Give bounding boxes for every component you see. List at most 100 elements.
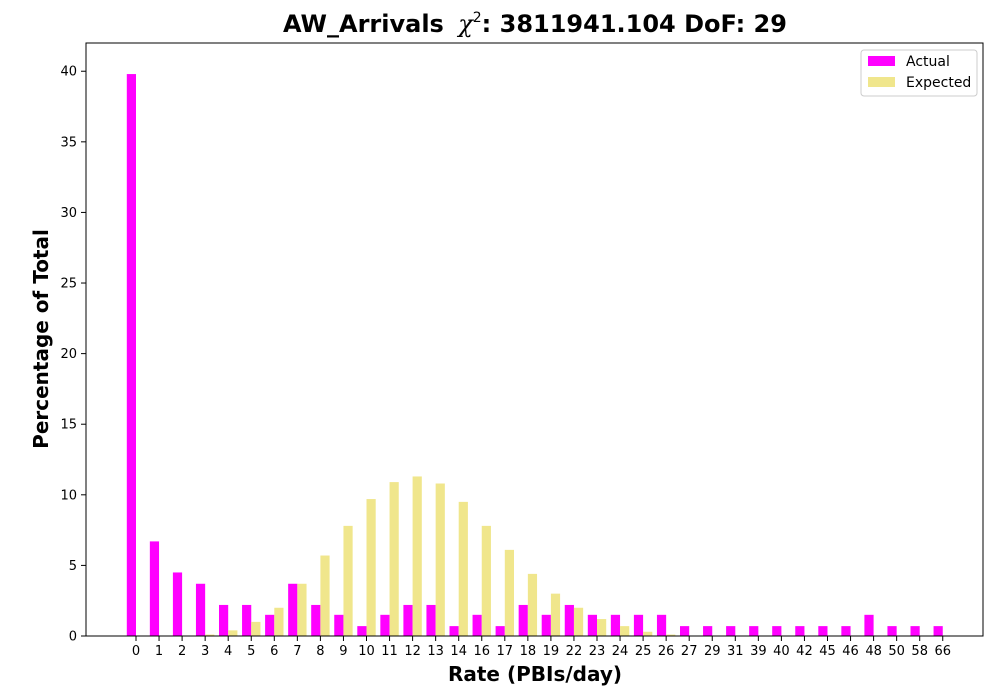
x-tick-label: 5	[247, 644, 255, 659]
bar-actual-39	[749, 626, 759, 636]
bar-expected-7	[297, 583, 307, 636]
bar-actual-14	[449, 626, 459, 636]
bar-expected-12	[412, 476, 422, 636]
bar-expected-4	[228, 630, 238, 636]
bars-group	[126, 74, 943, 636]
bar-actual-6	[265, 614, 275, 636]
bar-expected-16	[481, 525, 491, 636]
x-axis: 0 1 2 3 4 5 6 7 8 9 10 11 12 13 14 16 17 18 19 22 23 24 25 26 27…	[132, 636, 951, 659]
bar-expected-22	[573, 607, 584, 636]
y-tick-label: 30	[60, 206, 77, 221]
bar-expected-17	[504, 549, 514, 636]
x-tick-label: 23	[589, 644, 606, 659]
bar-expected-6	[274, 607, 284, 636]
x-tick-label: 25	[635, 644, 652, 659]
bar-actual-26	[656, 614, 667, 636]
bar-actual-17	[495, 626, 505, 636]
bar-actual-42	[795, 626, 805, 636]
bar-actual-22	[564, 604, 574, 636]
x-tick-label: 13	[427, 644, 444, 659]
x-tick-label: 46	[842, 644, 859, 659]
x-tick-label: 48	[865, 644, 882, 659]
x-tick-label: 0	[132, 644, 140, 659]
bar-actual-13	[426, 604, 436, 636]
bar-actual-24	[610, 614, 621, 636]
x-tick-label: 19	[543, 644, 560, 659]
bar-actual-58	[910, 626, 920, 636]
x-tick-label: 27	[681, 644, 698, 659]
x-tick-label: 11	[381, 644, 398, 659]
bar-expected-9	[343, 525, 353, 636]
y-tick-label: 10	[60, 488, 77, 503]
x-tick-label: 9	[339, 644, 347, 659]
bar-actual-31	[726, 626, 736, 636]
x-tick-label: 7	[293, 644, 301, 659]
x-tick-label: 42	[796, 644, 813, 659]
bar-actual-5	[242, 604, 252, 636]
bar-actual-1	[149, 541, 160, 636]
legend-label-expected: Expected	[906, 75, 971, 91]
x-tick-label: 24	[612, 644, 629, 659]
x-tick-label: 2	[178, 644, 186, 659]
legend-label-actual: Actual	[906, 54, 950, 70]
bar-actual-45	[818, 626, 828, 636]
title-text: AW_Arrivals	[283, 10, 444, 38]
x-tick-label: 66	[934, 644, 951, 659]
chart-title: AW_Arrivals χ2: 3811941.104 DoF: 29	[283, 10, 787, 38]
bar-expected-3	[205, 634, 215, 636]
x-tick-label: 45	[819, 644, 836, 659]
bar-actual-46	[841, 626, 851, 636]
x-tick-label: 10	[358, 644, 375, 659]
legend-swatch-expected	[868, 77, 895, 87]
bar-expected-14	[458, 501, 468, 636]
x-tick-label: 39	[750, 644, 767, 659]
bar-actual-48	[864, 614, 874, 636]
x-axis-label: Rate (PBIs/day)	[448, 662, 622, 686]
bar-actual-29	[703, 626, 713, 636]
y-axis: 0 5 10 15 20 25 30 35 40	[60, 65, 86, 645]
y-axis-label: Percentage of Total	[29, 229, 53, 449]
x-tick-label: 1	[155, 644, 163, 659]
bar-actual-9	[334, 614, 344, 636]
chi-symbol: χ	[456, 10, 474, 38]
bar-actual-19	[541, 614, 551, 636]
bar-actual-40	[772, 626, 782, 636]
bar-actual-23	[587, 614, 597, 636]
bar-expected-11	[389, 482, 399, 636]
x-tick-label: 12	[404, 644, 421, 659]
x-tick-label: 14	[450, 644, 467, 659]
bar-actual-3	[195, 583, 206, 636]
legend-swatch-actual	[868, 56, 895, 66]
y-tick-label: 15	[60, 418, 77, 433]
x-tick-label: 58	[911, 644, 928, 659]
bar-actual-0	[126, 74, 136, 636]
x-tick-label: 31	[727, 644, 744, 659]
bar-actual-11	[380, 614, 390, 636]
bar-expected-13	[435, 483, 445, 636]
bar-expected-8	[320, 555, 330, 636]
bar-expected-19	[550, 593, 561, 636]
bar-expected-25	[643, 631, 653, 636]
y-tick-label: 20	[60, 347, 77, 362]
bar-actual-4	[219, 604, 229, 636]
bar-expected-5	[251, 621, 261, 636]
bar-actual-66	[933, 626, 943, 636]
bar-actual-50	[887, 626, 897, 636]
plot-frame	[85, 42, 984, 637]
bar-expected-24	[620, 626, 630, 636]
bar-expected-26	[666, 634, 676, 636]
legend: Actual Expected	[860, 49, 978, 97]
bar-actual-27	[680, 626, 690, 636]
y-tick-label: 35	[60, 135, 77, 150]
x-tick-label: 22	[566, 644, 583, 659]
bar-expected-23	[597, 619, 607, 636]
x-tick-label: 8	[316, 644, 324, 659]
bar-actual-7	[288, 583, 298, 636]
x-tick-label: 50	[888, 644, 905, 659]
bar-actual-18	[518, 604, 528, 636]
x-tick-label: 40	[773, 644, 790, 659]
bar-expected-10	[366, 499, 376, 636]
bar-actual-25	[633, 614, 644, 636]
x-tick-label: 26	[658, 644, 675, 659]
